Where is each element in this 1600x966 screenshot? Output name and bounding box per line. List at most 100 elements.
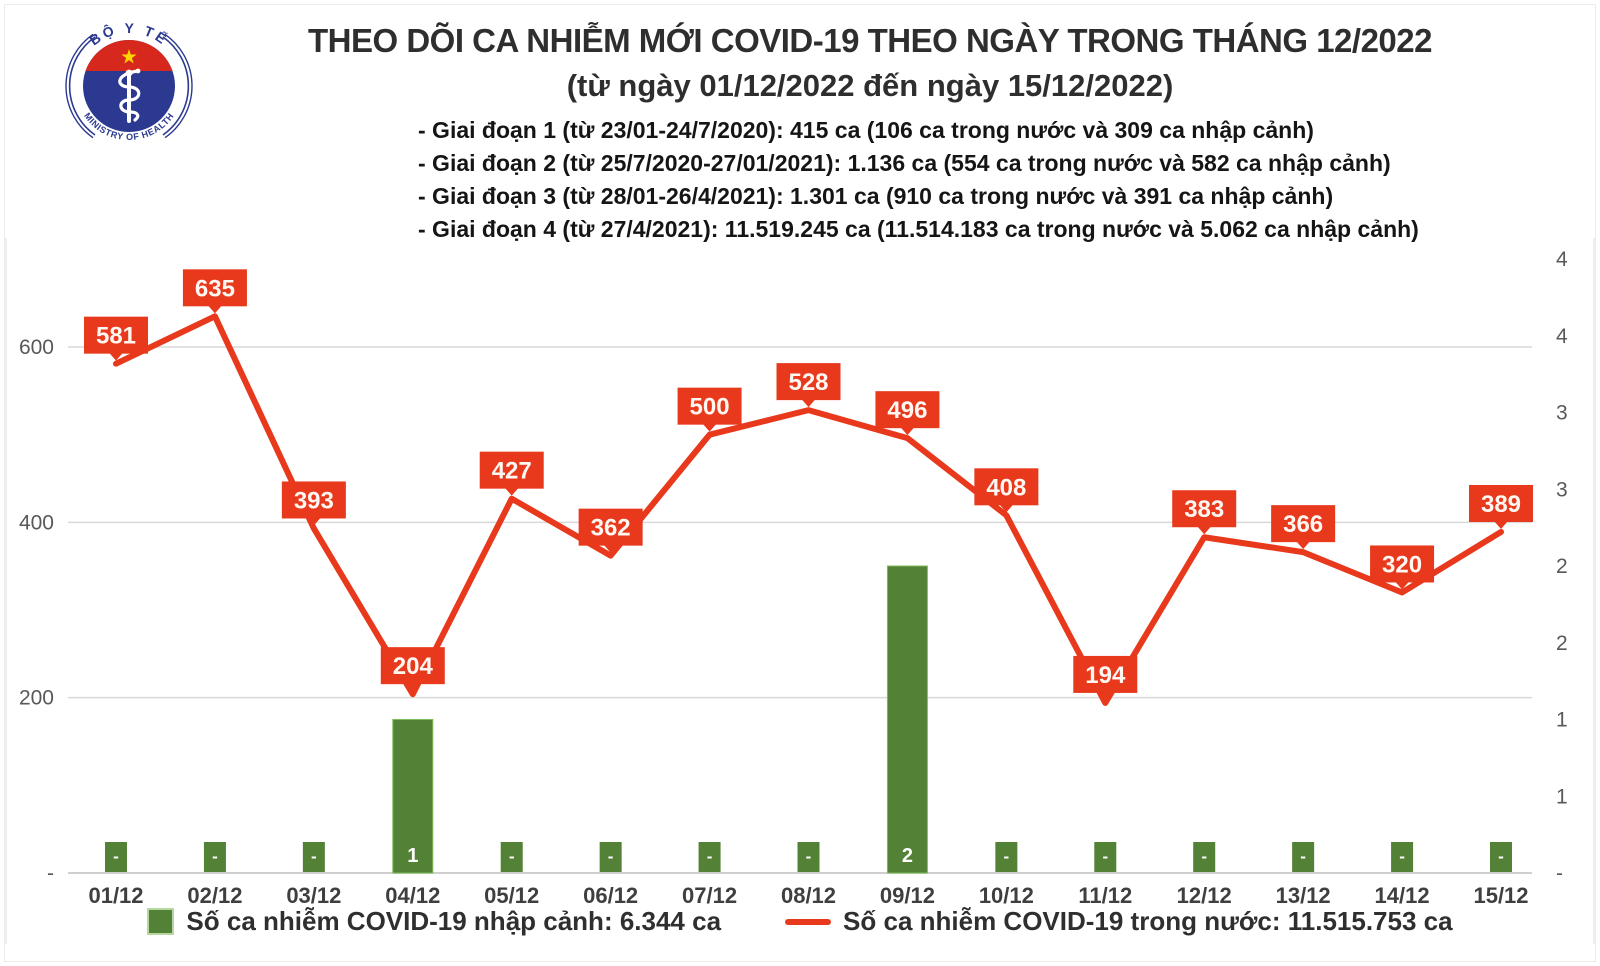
chart-header: THEO DÕI CA NHIỄM MỚI COVID-19 THEO NGÀY… (220, 22, 1520, 104)
point-value-label: 393 (294, 487, 334, 514)
phase-note-4: - Giai đoạn 4 (từ 27/4/2021): 11.519.245… (418, 216, 1419, 242)
chart-subtitle: (từ ngày 01/12/2022 đến ngày 15/12/2022) (566, 68, 1174, 103)
point-value-label: 500 (690, 394, 730, 421)
y-axis-right-label: 2 (1556, 632, 1568, 655)
point-value-label: 528 (788, 369, 828, 396)
import-cases-zero-badge (599, 842, 622, 872)
y-axis-left-label: 600 (19, 336, 54, 359)
point-label-pointer (1494, 520, 1508, 529)
bar-zero-label: - (1102, 847, 1108, 866)
point-label-pointer (1296, 541, 1311, 550)
point-label-box (380, 647, 445, 685)
point-label-pointer (999, 504, 1014, 513)
import-cases-zero-badge (698, 842, 721, 872)
point-label-box (776, 363, 841, 401)
x-axis-label: 10/12 (979, 883, 1034, 908)
logo-ring-arc (65, 33, 94, 139)
import-cases-zero-badge (105, 842, 127, 872)
point-value-label: 635 (195, 275, 235, 302)
bar-zero-label: - (707, 847, 713, 866)
chart-title: THEO DÕI CA NHIỄM MỚI COVID-19 THEO NGÀY… (308, 22, 1433, 59)
bar-zero-label: - (806, 847, 812, 866)
bar-zero-label: - (1498, 847, 1504, 866)
import-cases-bar (392, 719, 434, 874)
x-axis-label: 05/12 (484, 883, 539, 908)
y-axis-right-label: - (1556, 862, 1563, 885)
x-axis-label: 11/12 (1078, 883, 1132, 908)
point-value-label: 389 (1481, 491, 1521, 518)
import-cases-zero-badge (203, 842, 226, 872)
point-value-label: 496 (887, 397, 927, 424)
bar-zero-label: - (1300, 847, 1306, 866)
legend-domestic-label: Số ca nhiễm COVID-19 trong nước: 11.515.… (843, 906, 1453, 936)
import-cases-zero-badge (995, 842, 1018, 872)
point-value-label: 320 (1382, 551, 1422, 578)
point-label-box (677, 387, 742, 425)
point-label-pointer (1098, 691, 1113, 700)
legend-import-label: Số ca nhiễm COVID-19 nhập cảnh: 6.344 ca (186, 906, 722, 936)
x-axis-label: 07/12 (682, 883, 737, 908)
bar-value-label: 2 (902, 845, 913, 867)
import-cases-zero-badge (1094, 842, 1117, 872)
phase-notes: - Giai đoạn 1 (từ 23/01-24/7/2020): 415 … (418, 114, 1419, 246)
bar-zero-label: - (113, 847, 119, 866)
y-axis-right-label: 1 (1556, 785, 1568, 808)
point-value-label: 427 (492, 458, 532, 485)
x-axis-label: 06/12 (583, 883, 638, 908)
bar-zero-label: - (1399, 847, 1405, 866)
bar-zero-label: - (1004, 847, 1010, 866)
import-cases-zero-badge (1490, 842, 1512, 872)
x-axis-label: 02/12 (187, 883, 242, 908)
point-label-box (1172, 490, 1237, 528)
point-label-pointer (702, 423, 717, 432)
point-value-label: 204 (393, 653, 434, 680)
y-axis-left-label: 400 (19, 511, 54, 534)
phase-note-2: - Giai đoạn 2 (từ 25/7/2020-27/01/2021):… (418, 150, 1391, 176)
y-axis-left-label: - (47, 862, 54, 885)
point-label-pointer (801, 399, 816, 408)
point-value-label: 408 (986, 474, 1026, 501)
ministry-of-health-logo-icon: BỘ Y TẾ MINISTRY OF HEALTH (62, 19, 196, 153)
point-value-label: 383 (1184, 496, 1224, 523)
point-value-label: 366 (1283, 511, 1323, 538)
point-label-box (182, 269, 247, 307)
phase-note-3: - Giai đoạn 3 (từ 28/01-26/4/2021): 1.30… (418, 183, 1334, 209)
bar-zero-label: - (608, 847, 614, 866)
domestic-cases-line (113, 313, 1504, 706)
x-axis-label: 13/12 (1276, 883, 1331, 908)
point-label-box (479, 451, 544, 489)
x-axis-label: 04/12 (385, 883, 440, 908)
import-cases-bar (886, 565, 928, 874)
import-cases-zero-badge (797, 842, 820, 872)
bar-zero-label: - (212, 847, 218, 866)
point-label-box (1271, 505, 1336, 543)
y-axis-right-label: 3 (1556, 402, 1568, 425)
legend-item-import: Số ca nhiễm COVID-19 nhập cảnh: 6.344 ca (147, 906, 721, 937)
import-cases-zero-badge (1391, 842, 1414, 872)
import-cases-zero-badge (1292, 842, 1315, 872)
x-axis-label: 03/12 (286, 883, 341, 908)
logo-star-icon (121, 49, 137, 64)
logo-ring-arc (68, 36, 96, 136)
point-label-pointer (504, 487, 519, 496)
logo-ring-arc (162, 36, 190, 136)
chart-legend: Số ca nhiễm COVID-19 nhập cảnh: 6.344 ca… (0, 906, 1600, 937)
point-label-box (974, 468, 1039, 506)
x-axis-label: 14/12 (1375, 883, 1430, 908)
logo-snake-head (135, 68, 141, 74)
point-label-pointer (1395, 581, 1410, 590)
y-axis-left-label: 200 (19, 687, 54, 710)
x-axis-label: 15/12 (1473, 883, 1528, 908)
bar-zero-label: - (509, 847, 515, 866)
point-label-box (1370, 545, 1435, 583)
bar-value-label: 1 (407, 845, 418, 867)
point-label-box (1469, 484, 1533, 522)
bar-zero-label: - (1201, 847, 1207, 866)
point-label-pointer (405, 683, 420, 692)
import-cases-zero-badge (302, 842, 325, 872)
point-label-pointer (1197, 526, 1212, 535)
point-label-box (1073, 655, 1138, 693)
logo-ring-arc (164, 33, 193, 139)
point-value-label: 362 (591, 515, 631, 542)
